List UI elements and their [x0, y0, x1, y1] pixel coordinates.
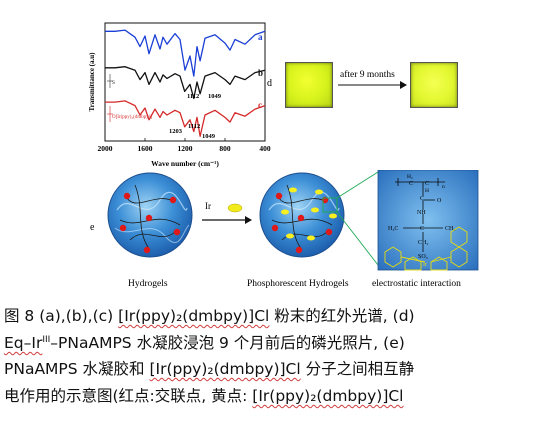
caption-line-2: Eq–IrIII–PNaAMPS 水凝胶浸泡 9 个月前后的磷光照片, (e)	[4, 334, 405, 352]
peak-label-c-1112: 1112	[188, 123, 200, 130]
arrow-right-icon	[338, 81, 407, 89]
peak-label-b-1112: 1112	[187, 93, 199, 100]
panel-e-label: e	[90, 222, 95, 233]
caption-hydrogels: Hydrogels	[128, 279, 168, 289]
struct-label-c4: C	[420, 226, 424, 232]
y-axis-label: Transmittance (a.u)	[88, 52, 96, 112]
ir-curves	[105, 29, 266, 137]
struct-label-so3: SO₃	[418, 254, 428, 260]
structure-square: H₂ C C n H C O NH H₃C C CH₃ CH₂ SO₃ Ir	[377, 170, 479, 271]
ir-arrow-label: Ir	[205, 201, 211, 211]
hydrogel-schematic: H₂ C C n H C O NH H₃C C CH₃ CH₂ SO₃ Ir	[107, 170, 479, 271]
struct-label-o: O	[437, 198, 442, 204]
zoom-line-bottom	[336, 211, 379, 266]
curve-label-a: a	[258, 32, 263, 42]
zoom-line-top	[336, 171, 379, 199]
curve-label-c: c	[258, 100, 262, 110]
series-line-a	[105, 29, 266, 77]
peak-label-c-1203: 1203	[169, 128, 183, 135]
x-tick-labels: 2000 1600 1200 800 400	[98, 138, 271, 153]
caption-line-1: 图 8 (a),(b),(c) [Ir(ppy)₂(dmbpy)]Cl 粉末的红…	[4, 307, 415, 325]
x-tick-label: 800	[219, 144, 231, 153]
x-axis-label: Wave number (cm⁻¹)	[151, 159, 219, 168]
ir-spectrum-chart: Transmittance (a.u) 2000 1600 1200 800 400 W…	[88, 22, 271, 168]
structure-label-c: O[Ir(ppy)₂(dmbpy)]	[112, 115, 152, 120]
struct-label-h2: H₂	[407, 174, 413, 180]
struct-label-ch3: CH₃	[445, 226, 455, 232]
hydrogel-circle	[107, 172, 193, 258]
struct-label-ch2: CH₂	[418, 240, 428, 246]
structure-label-b: S	[112, 80, 115, 86]
series-line-b	[105, 66, 266, 100]
plot-frame	[104, 22, 266, 142]
struct-label-c3: C	[420, 196, 424, 202]
x-tick-label: 400	[259, 144, 271, 153]
caption-line-4: 电作用的示意图(红点:交联点, 黄点: [Ir(ppy)₂(dmbpy)]Cl	[4, 387, 404, 405]
sulfonate-sketch-c	[107, 106, 113, 122]
series-line-c	[105, 100, 266, 137]
peak-label-c-1049: 1049	[202, 133, 216, 140]
struct-label-nh: NH	[417, 210, 426, 216]
struct-label-h: H	[425, 188, 429, 194]
x-tick-label: 2000	[98, 144, 113, 153]
struct-label-c2: C	[425, 181, 429, 187]
struct-label-c1: C	[409, 181, 413, 187]
phosphorescent-hydrogel-circle	[259, 172, 345, 258]
struct-ir-center: Ir	[423, 262, 427, 268]
sulfonate-sketch-b	[107, 74, 113, 88]
ir-addition-arrow	[202, 203, 252, 224]
struct-label-h3c: H₃C	[388, 226, 398, 232]
struct-label-n: n	[442, 184, 445, 190]
x-tick-label: 1600	[138, 144, 153, 153]
caption-line-3: PNaAMPS 水凝胶和 [Ir(ppy)₂(dmbpy)]Cl 分子之间相互静	[4, 360, 415, 378]
panel-d-label: d	[267, 78, 272, 89]
caption-phosphorescent: Phosphorescent Hydrogels	[247, 279, 349, 289]
peak-label-b-1049: 1049	[208, 93, 222, 100]
hydrogel-photo-after	[410, 62, 458, 108]
hydrogel-photo-before	[285, 62, 333, 108]
x-tick-label: 1200	[178, 144, 193, 153]
arrow-text: after 9 months	[340, 70, 395, 80]
caption-electrostatic: electrostatic interaction	[372, 279, 461, 289]
curve-label-b: b	[258, 68, 263, 78]
